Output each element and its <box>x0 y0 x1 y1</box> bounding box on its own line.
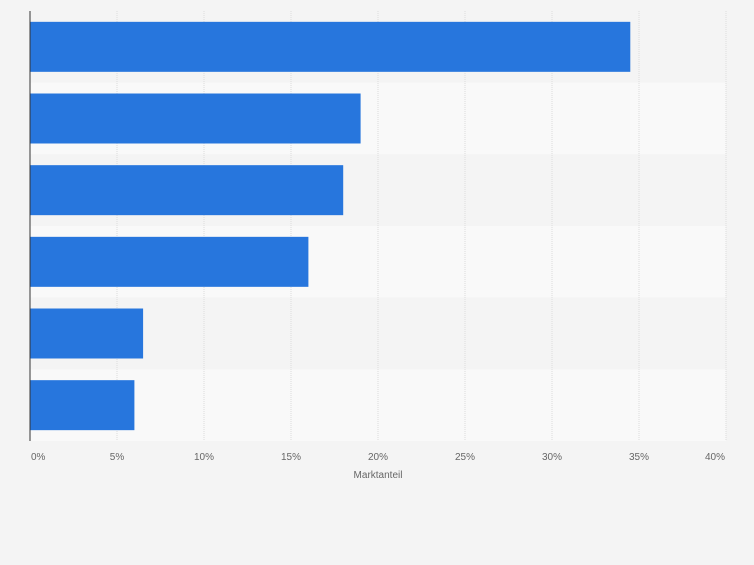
bar <box>30 21 631 72</box>
x-tick-label: 15% <box>281 452 301 463</box>
x-tick-label: 35% <box>629 452 649 463</box>
gridlines <box>116 11 727 441</box>
x-tick-labels: 0% 5% 10% 15% 20% 25% 30% 35% 40% <box>31 452 725 463</box>
x-tick-label: 5% <box>110 452 125 463</box>
bar <box>30 165 344 216</box>
bar <box>30 93 361 144</box>
x-tick-label: 30% <box>542 452 562 463</box>
x-tick-label: 40% <box>705 452 725 463</box>
bar <box>30 236 309 287</box>
x-tick-label: 20% <box>368 452 388 463</box>
bar <box>30 308 144 359</box>
x-tick-label: 0% <box>31 452 46 463</box>
bar <box>30 380 135 431</box>
x-axis-label: Marktanteil <box>354 470 403 481</box>
x-tick-label: 10% <box>194 452 214 463</box>
x-tick-label: 25% <box>455 452 475 463</box>
bar-series <box>30 21 631 431</box>
